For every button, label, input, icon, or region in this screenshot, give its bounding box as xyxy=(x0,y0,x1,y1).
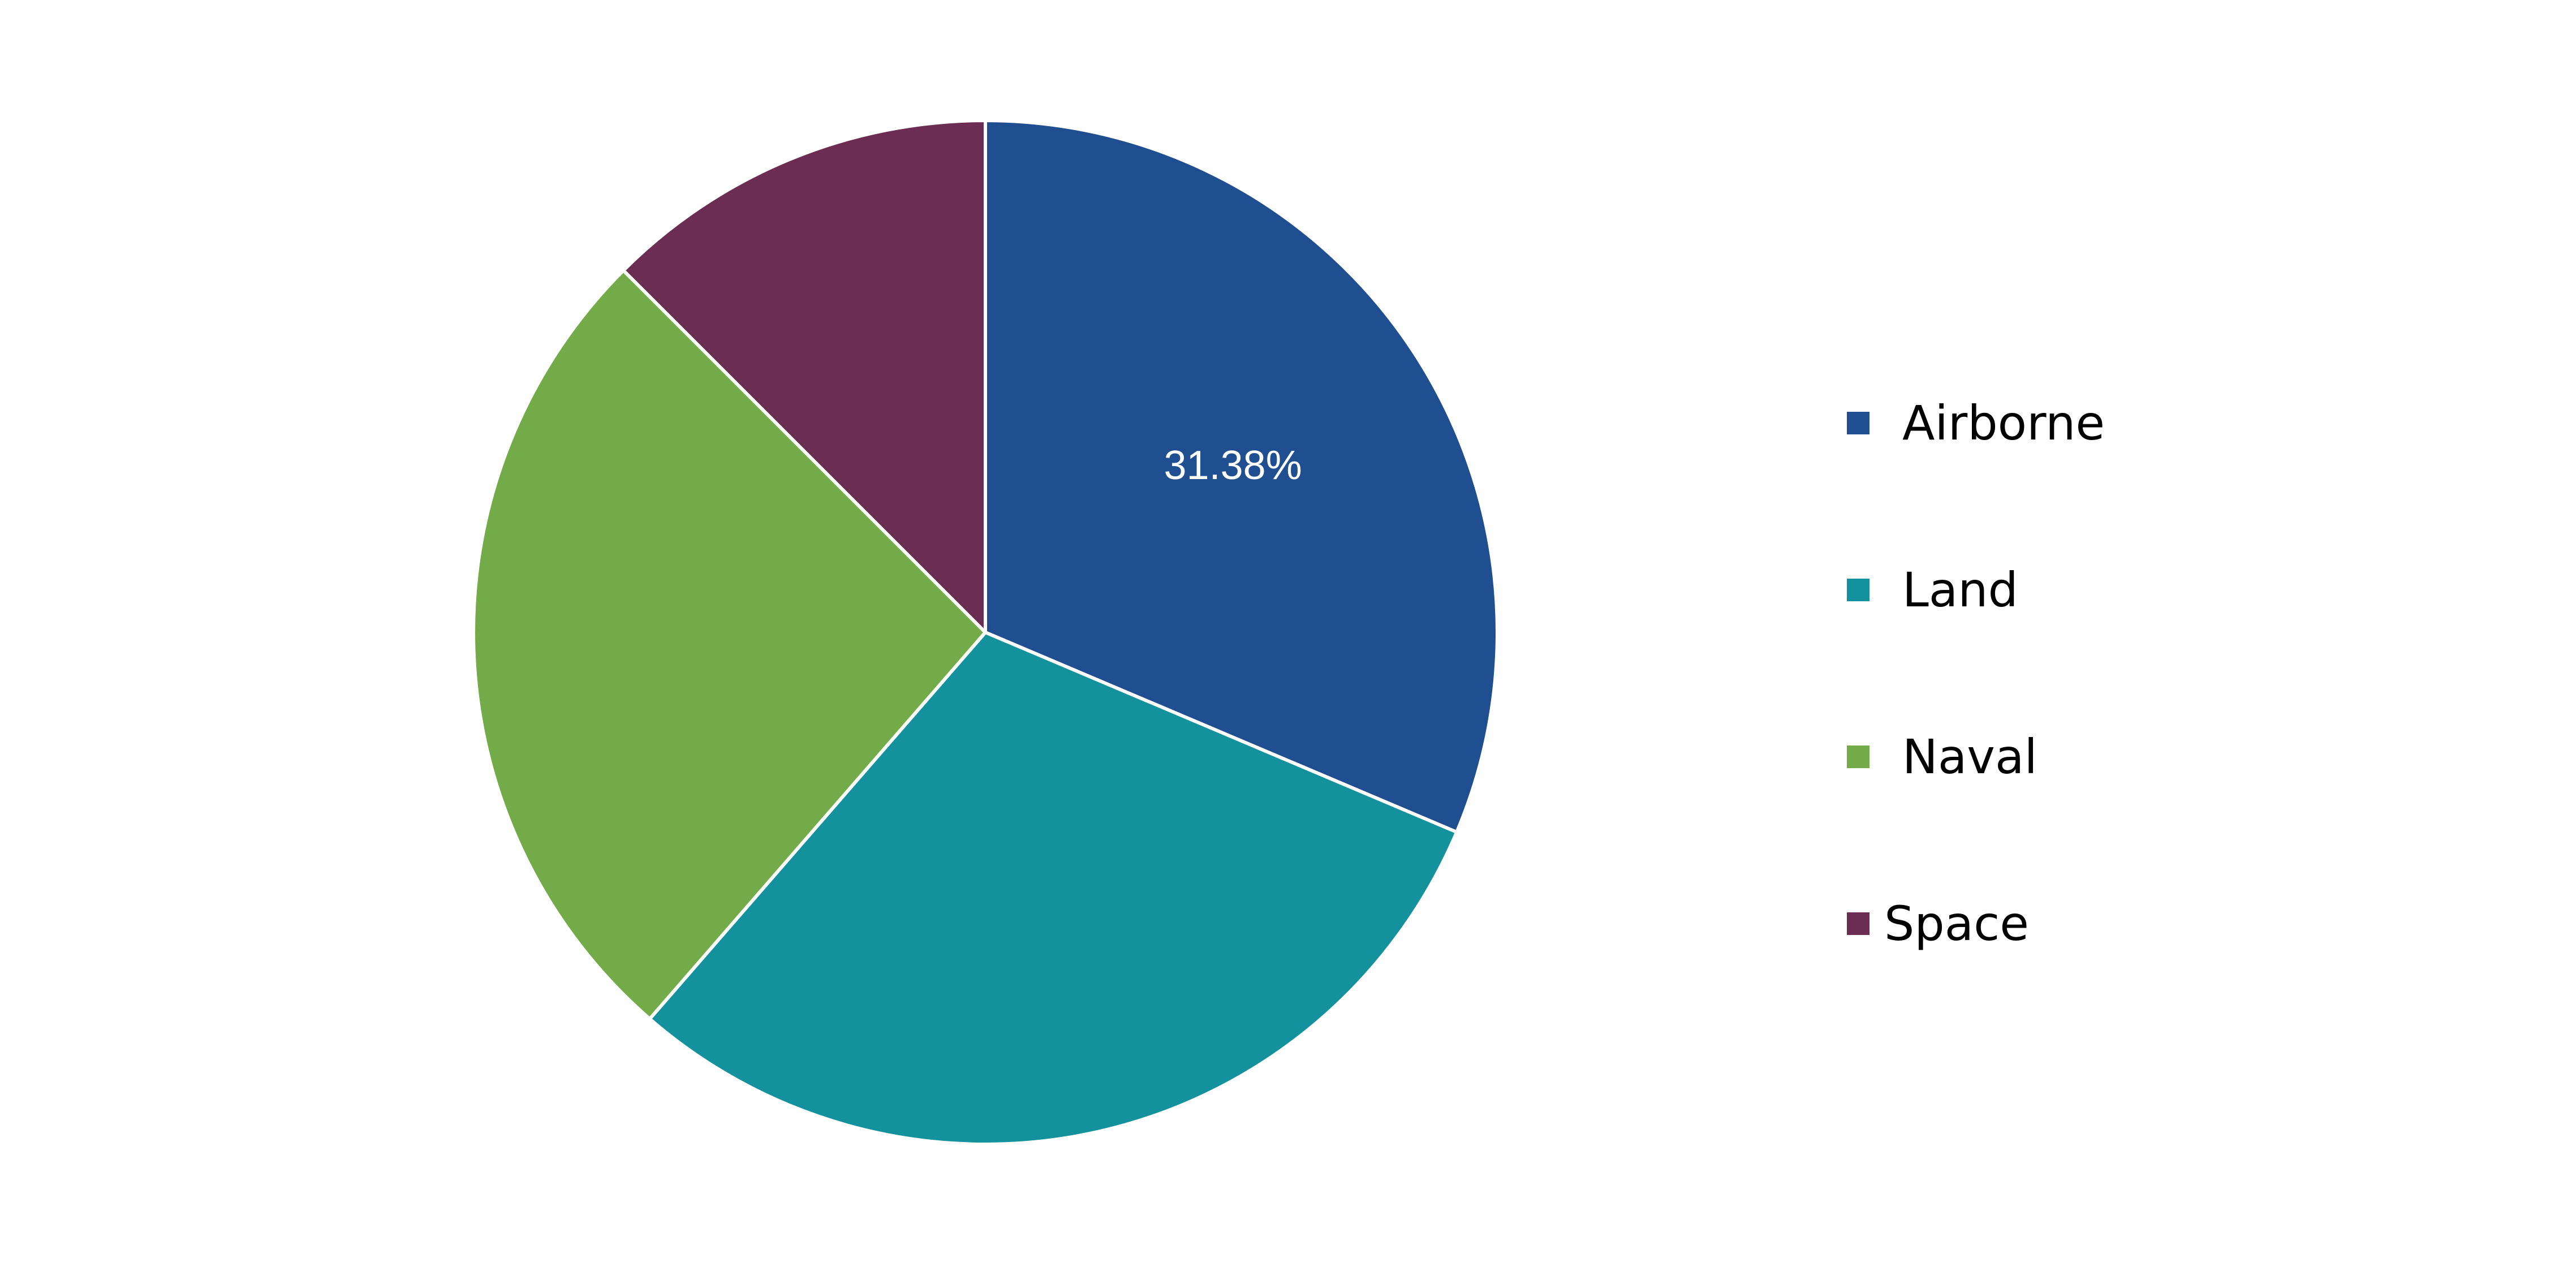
legend-swatch-naval xyxy=(1847,745,1869,768)
pie-slices xyxy=(472,119,1499,1146)
chart-legend: Airborne Land Naval Space xyxy=(1847,339,2243,1007)
legend-item-space: Space xyxy=(1847,840,2243,1007)
pie-slice-space xyxy=(622,119,987,634)
legend-item-naval: Naval xyxy=(1847,673,2243,840)
legend-item-airborne: Airborne xyxy=(1847,339,2243,506)
pie-slice-land xyxy=(648,631,1459,1146)
legend-label-space: Space xyxy=(1884,895,2029,951)
legend-swatch-space xyxy=(1847,912,1869,935)
legend-item-land: Land xyxy=(1847,506,2243,673)
pie-data-labels: 31.38% xyxy=(1164,443,1302,488)
legend-swatch-airborne xyxy=(1847,411,1869,434)
pie-slice-naval xyxy=(472,269,987,1021)
legend-label-airborne: Airborne xyxy=(1902,395,2105,451)
legend-label-land: Land xyxy=(1902,562,2018,618)
legend-swatch-land xyxy=(1847,578,1869,601)
pie-slice-airborne xyxy=(984,119,1499,834)
data-label-airborne: 31.38% xyxy=(1164,443,1302,488)
legend-label-naval: Naval xyxy=(1902,729,2037,785)
